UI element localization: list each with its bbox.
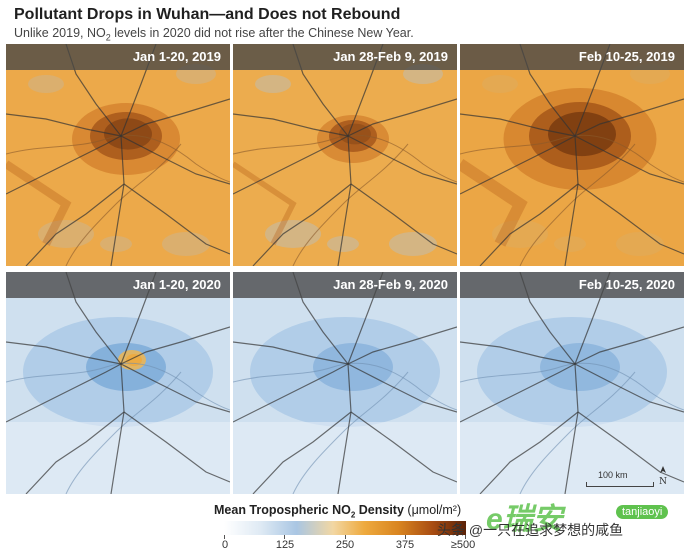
legend-tick-label: 375 — [395, 539, 415, 551]
legend-tick-label: 125 — [275, 539, 295, 551]
no2-map — [233, 44, 457, 266]
scale-bar-label: 100 km — [598, 470, 628, 480]
legend-tick-mark — [284, 535, 285, 539]
legend-tick-mark — [224, 535, 225, 539]
north-arrow-icon: N — [659, 466, 667, 487]
legend-tick-label: 0 — [221, 539, 229, 551]
panel-date-label: Jan 28-Feb 9, 2020 — [233, 272, 457, 298]
map-panel-feb10-25-2020: Feb 10-25, 2020 — [460, 272, 684, 494]
panel-date-label: Feb 10-25, 2019 — [460, 44, 684, 70]
legend-tick-mark — [405, 535, 406, 539]
watermark-logo: e瑞安 — [486, 503, 563, 536]
panel-date-label: Jan 1-20, 2019 — [6, 44, 230, 70]
figure-subtitle: Unlike 2019, NO2 levels in 2020 did not … — [14, 26, 414, 43]
watermark-badge: tanjiaoyi — [616, 505, 669, 519]
scale-bar-line — [586, 482, 654, 487]
no2-map — [6, 272, 230, 494]
legend-tick-mark — [345, 535, 346, 539]
scale-bar: 100 km — [586, 470, 656, 488]
no2-map — [233, 272, 457, 494]
map-panel-jan28-feb9-2020: Jan 28-Feb 9, 2020 — [233, 272, 457, 494]
legend-title: Mean Tropospheric NO2 Density (μmol/m²) — [214, 503, 462, 520]
legend-tick-label: 250 — [335, 539, 355, 551]
no2-map — [6, 44, 230, 266]
map-panel-feb10-25-2019: Feb 10-25, 2019 — [460, 44, 684, 266]
north-label: N — [659, 477, 667, 487]
figure-title: Pollutant Drops in Wuhan—and Does not Re… — [14, 6, 401, 23]
panel-date-label: Feb 10-25, 2020 — [460, 272, 684, 298]
no2-map — [460, 272, 684, 494]
panel-date-label: Jan 1-20, 2020 — [6, 272, 230, 298]
legend-tick-label: ≥500 — [450, 539, 476, 551]
legend-colorbar — [224, 521, 466, 535]
legend-tick-mark — [465, 535, 466, 539]
map-panel-jan1-20-2020: Jan 1-20, 2020 — [6, 272, 230, 494]
panel-date-label: Jan 28-Feb 9, 2019 — [233, 44, 457, 70]
map-panel-jan28-feb9-2019: Jan 28-Feb 9, 2019 — [233, 44, 457, 266]
watermark-text: 头条 @一只在追求梦想的咸鱼 — [437, 522, 624, 538]
map-panel-jan1-20-2019: Jan 1-20, 2019 — [6, 44, 230, 266]
no2-map — [460, 44, 684, 266]
